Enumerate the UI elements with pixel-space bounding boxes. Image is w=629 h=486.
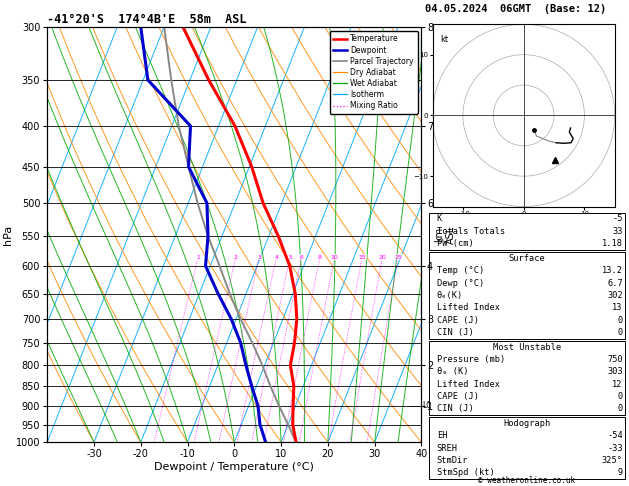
- Text: 13.2: 13.2: [602, 266, 623, 275]
- Text: Temp (°C): Temp (°C): [437, 266, 484, 275]
- Text: 6: 6: [299, 255, 303, 260]
- X-axis label: Dewpoint / Temperature (°C): Dewpoint / Temperature (°C): [154, 462, 314, 472]
- Text: Totals Totals: Totals Totals: [437, 227, 505, 236]
- Text: 33: 33: [613, 227, 623, 236]
- Text: 2: 2: [234, 255, 238, 260]
- Text: 302: 302: [607, 291, 623, 300]
- Bar: [429, 213, 625, 250]
- Text: 0: 0: [618, 328, 623, 337]
- Text: kt: kt: [440, 35, 448, 44]
- Text: EH: EH: [437, 432, 447, 440]
- Text: StmSpd (kt): StmSpd (kt): [437, 469, 494, 477]
- Text: 04.05.2024  06GMT  (Base: 12): 04.05.2024 06GMT (Base: 12): [425, 4, 606, 14]
- Text: CAPE (J): CAPE (J): [437, 315, 479, 325]
- Text: 4: 4: [274, 255, 279, 260]
- Text: CIN (J): CIN (J): [437, 328, 474, 337]
- Text: 5: 5: [288, 255, 292, 260]
- Text: CIN (J): CIN (J): [437, 404, 474, 414]
- Text: Lifted Index: Lifted Index: [437, 380, 500, 389]
- Text: θₑ(K): θₑ(K): [437, 291, 463, 300]
- Text: Lifted Index: Lifted Index: [437, 303, 500, 312]
- Text: 20: 20: [379, 255, 386, 260]
- Text: -54: -54: [607, 432, 623, 440]
- Text: Surface: Surface: [508, 254, 545, 263]
- Text: 10: 10: [331, 255, 338, 260]
- Text: 12: 12: [613, 380, 623, 389]
- Text: -5: -5: [613, 214, 623, 224]
- Text: 325°: 325°: [602, 456, 623, 465]
- Text: 750: 750: [607, 355, 623, 364]
- Text: StmDir: StmDir: [437, 456, 469, 465]
- Text: 3: 3: [257, 255, 261, 260]
- Legend: Temperature, Dewpoint, Parcel Trajectory, Dry Adiabat, Wet Adiabat, Isotherm, Mi: Temperature, Dewpoint, Parcel Trajectory…: [330, 31, 418, 114]
- Text: CAPE (J): CAPE (J): [437, 392, 479, 401]
- Text: 15: 15: [359, 255, 366, 260]
- Text: 1.18: 1.18: [602, 239, 623, 248]
- Text: 13: 13: [613, 303, 623, 312]
- Bar: [429, 252, 625, 339]
- Text: Pressure (mb): Pressure (mb): [437, 355, 505, 364]
- Text: 0: 0: [618, 392, 623, 401]
- Text: -41°20'S  174°4B'E  58m  ASL: -41°20'S 174°4B'E 58m ASL: [47, 13, 247, 26]
- Text: -33: -33: [607, 444, 623, 453]
- Text: PW (cm): PW (cm): [437, 239, 474, 248]
- Text: 8: 8: [318, 255, 322, 260]
- Text: 9: 9: [618, 469, 623, 477]
- Text: 6.7: 6.7: [607, 278, 623, 288]
- Text: 25: 25: [394, 255, 402, 260]
- Text: SREH: SREH: [437, 444, 458, 453]
- Text: 1: 1: [196, 255, 200, 260]
- Text: K: K: [437, 214, 442, 224]
- Text: 0: 0: [618, 315, 623, 325]
- Text: Mixing Ratio (g/kg): Mixing Ratio (g/kg): [471, 228, 480, 308]
- Text: 303: 303: [607, 367, 623, 376]
- Y-axis label: km
ASL: km ASL: [435, 226, 456, 243]
- Text: LCL: LCL: [422, 401, 436, 410]
- Text: 0: 0: [618, 404, 623, 414]
- Text: Most Unstable: Most Unstable: [493, 343, 561, 351]
- Text: © weatheronline.co.uk: © weatheronline.co.uk: [478, 476, 576, 485]
- Bar: [429, 417, 625, 479]
- Text: θₑ (K): θₑ (K): [437, 367, 469, 376]
- Y-axis label: hPa: hPa: [3, 225, 13, 244]
- Text: Dewp (°C): Dewp (°C): [437, 278, 484, 288]
- Text: Hodograph: Hodograph: [503, 419, 550, 428]
- Bar: [429, 341, 625, 415]
